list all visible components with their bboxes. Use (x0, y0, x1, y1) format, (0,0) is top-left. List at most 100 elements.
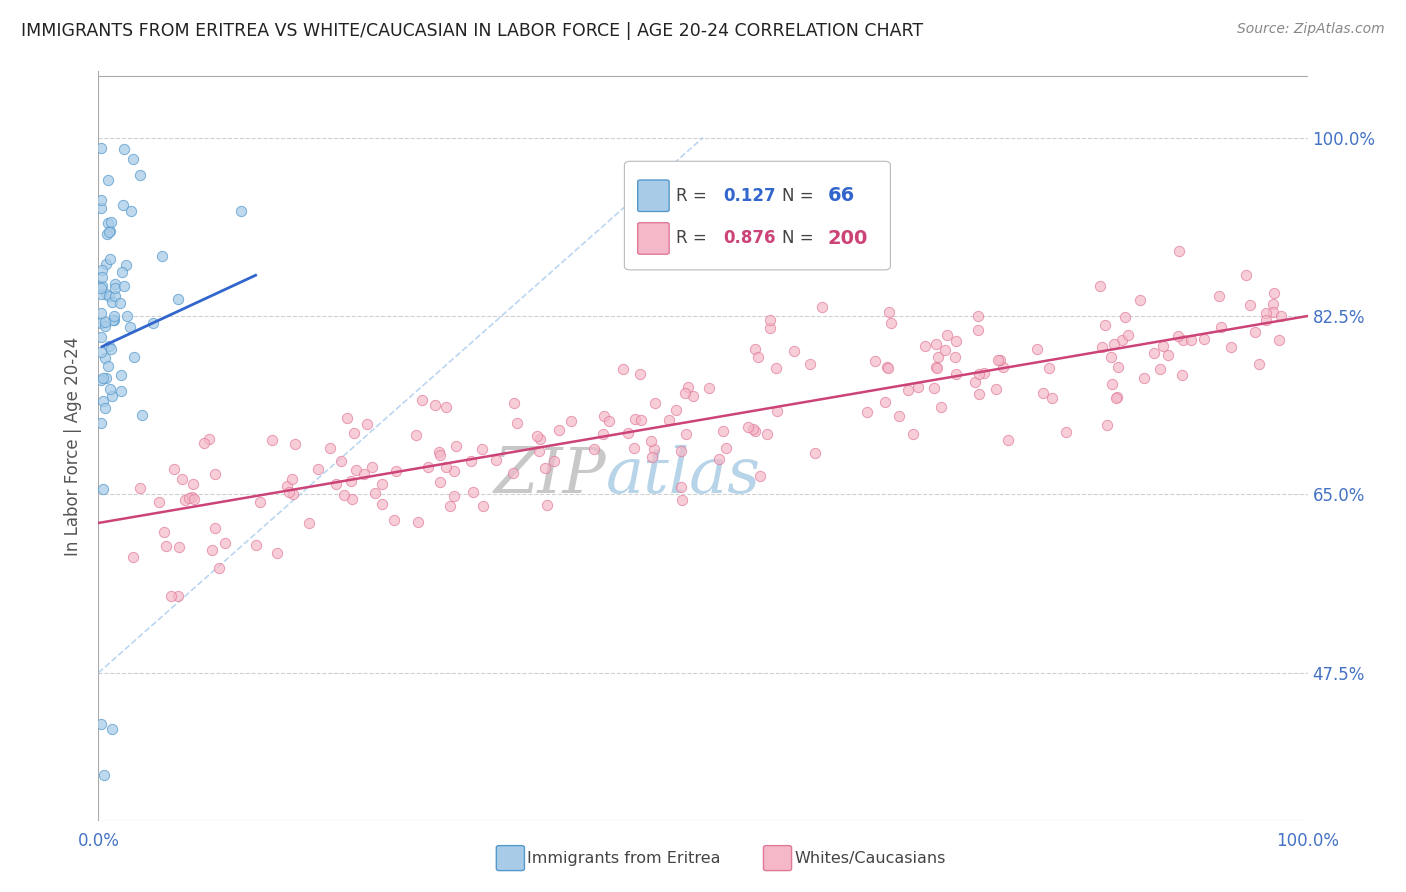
Point (658, 413, 681, 427)
Point (969, 367, 991, 381)
Point (876, 360, 898, 375)
Point (382, 513, 405, 527)
Point (879, 316, 901, 330)
Point (434, 400, 457, 414)
Point (423, 398, 446, 412)
Text: 0.876: 0.876 (724, 229, 776, 247)
Point (460, 454, 482, 468)
Point (103, 309, 125, 323)
Point (799, 357, 821, 371)
Point (90, 141, 112, 155)
Point (966, 323, 988, 337)
Point (104, 277, 127, 292)
Point (1091, 340, 1114, 354)
Point (1208, 289, 1230, 303)
Point (1040, 391, 1063, 405)
Point (91, 371, 114, 385)
Point (1171, 333, 1194, 347)
Point (439, 499, 461, 513)
Point (249, 495, 271, 509)
Point (623, 441, 645, 455)
Point (748, 469, 770, 483)
Point (90, 263, 112, 277)
Point (90, 201, 112, 215)
Point (307, 461, 329, 475)
Text: ZIP: ZIP (494, 445, 606, 507)
Point (485, 453, 508, 467)
Point (943, 350, 966, 364)
Point (673, 385, 696, 400)
Point (97, 359, 120, 374)
Point (94, 318, 117, 333)
Text: Immigrants from Eritrea: Immigrants from Eritrea (527, 851, 721, 865)
Point (782, 343, 804, 358)
Point (598, 414, 620, 428)
Point (675, 426, 697, 441)
Point (560, 414, 582, 428)
Point (204, 521, 226, 535)
Point (98, 338, 121, 352)
Point (967, 310, 990, 324)
Point (163, 462, 186, 476)
Point (115, 309, 138, 323)
Point (669, 443, 692, 458)
Point (967, 386, 990, 401)
Point (643, 442, 665, 456)
Point (91, 279, 114, 293)
Point (1239, 298, 1261, 312)
Point (887, 409, 910, 423)
Point (208, 561, 231, 575)
Point (96, 227, 118, 241)
Point (936, 328, 959, 343)
Text: 66: 66 (828, 186, 855, 205)
Point (1263, 305, 1285, 319)
Point (676, 380, 699, 394)
Point (112, 142, 135, 156)
Point (229, 204, 252, 219)
Point (177, 491, 200, 505)
Point (122, 550, 145, 565)
FancyBboxPatch shape (638, 180, 669, 211)
Point (612, 362, 634, 376)
Point (1254, 305, 1277, 319)
Point (922, 381, 945, 395)
Point (744, 342, 766, 356)
Point (411, 392, 433, 407)
Point (1090, 278, 1112, 293)
Point (1149, 362, 1171, 376)
Point (1263, 296, 1285, 310)
Point (756, 427, 779, 442)
Point (624, 412, 647, 426)
Point (152, 525, 174, 540)
Point (945, 334, 967, 348)
Point (281, 471, 304, 485)
Point (356, 417, 378, 432)
Point (973, 366, 995, 380)
Point (262, 434, 284, 448)
Point (104, 288, 127, 302)
Point (665, 403, 688, 417)
Point (543, 453, 565, 467)
Point (630, 413, 652, 427)
Point (444, 439, 467, 453)
Point (100, 215, 122, 229)
Point (617, 425, 640, 440)
Point (406, 515, 429, 529)
Point (193, 436, 215, 450)
Point (1054, 425, 1077, 439)
Point (333, 488, 356, 502)
Point (167, 590, 190, 604)
Point (707, 452, 730, 467)
Point (405, 427, 427, 442)
Point (103, 312, 125, 326)
Point (131, 409, 153, 423)
Point (592, 427, 614, 442)
Text: Source: ZipAtlas.com: Source: ZipAtlas.com (1237, 22, 1385, 37)
Point (991, 360, 1014, 375)
Point (765, 361, 787, 376)
Point (360, 460, 382, 475)
Point (93, 401, 115, 415)
Point (641, 450, 664, 464)
Point (90, 416, 112, 430)
Point (112, 278, 135, 293)
